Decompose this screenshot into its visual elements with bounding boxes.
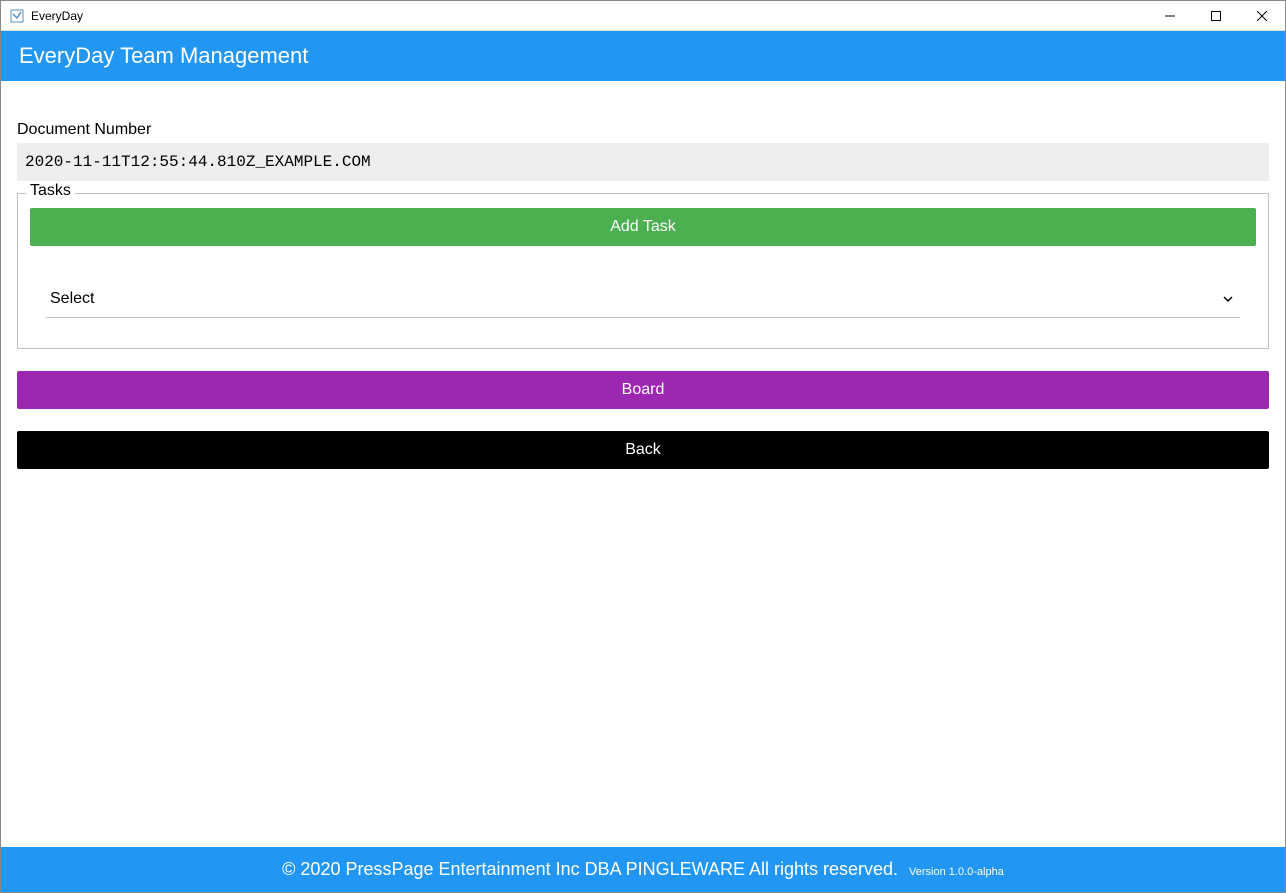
app-footer: © 2020 PressPage Entertainment Inc DBA P…	[1, 847, 1285, 892]
window-titlebar: EveryDay	[1, 1, 1285, 31]
document-number-label: Document Number	[17, 121, 1269, 139]
task-select[interactable]: Select	[46, 280, 1240, 318]
titlebar-left: EveryDay	[1, 8, 83, 24]
window-title: EveryDay	[31, 9, 83, 23]
add-task-button[interactable]: Add Task	[30, 208, 1256, 246]
footer-version: Version 1.0.0-alpha	[909, 866, 1004, 878]
close-button[interactable]	[1239, 1, 1285, 30]
window-controls	[1147, 1, 1285, 30]
app-header: EveryDay Team Management	[1, 31, 1285, 81]
board-button[interactable]: Board	[17, 371, 1269, 409]
minimize-icon	[1165, 11, 1175, 21]
app-icon	[9, 8, 25, 24]
document-number-input[interactable]	[17, 143, 1269, 181]
back-button[interactable]: Back	[17, 431, 1269, 469]
maximize-button[interactable]	[1193, 1, 1239, 30]
close-icon	[1257, 11, 1267, 21]
maximize-icon	[1211, 11, 1221, 21]
minimize-button[interactable]	[1147, 1, 1193, 30]
page-title: EveryDay Team Management	[19, 43, 308, 68]
tasks-fieldset: Tasks Add Task Select	[17, 193, 1269, 349]
tasks-legend: Tasks	[26, 182, 75, 200]
footer-copyright: © 2020 PressPage Entertainment Inc DBA P…	[282, 859, 898, 879]
task-select-wrap: Select	[30, 280, 1256, 318]
main-content: Document Number Tasks Add Task Select Bo…	[1, 81, 1285, 485]
